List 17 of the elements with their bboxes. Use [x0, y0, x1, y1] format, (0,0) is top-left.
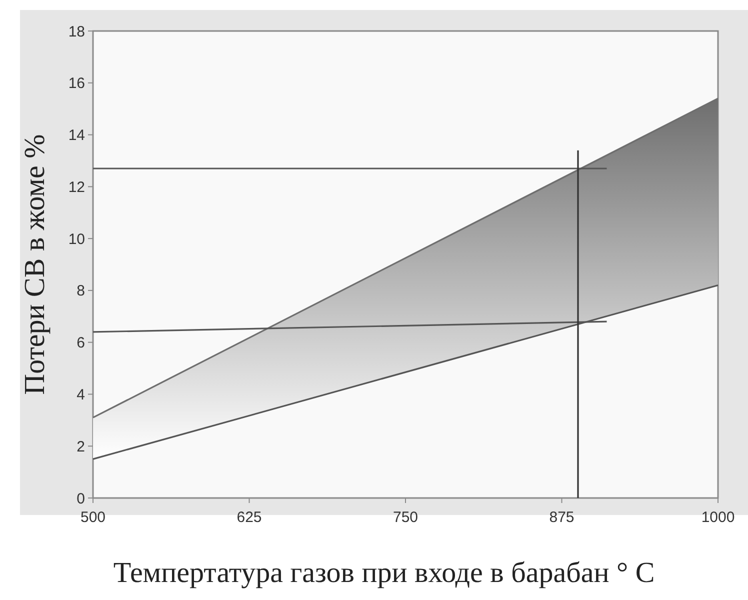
x-axis-title: Темпертатура газов при входе в барабан ° С	[113, 557, 655, 589]
x-tick-label: 750	[392, 509, 418, 526]
y-tick-label: 8	[76, 282, 85, 300]
y-tick-label: 4	[76, 386, 85, 404]
y-tick-label: 6	[76, 334, 85, 352]
y-tick-label: 10	[68, 230, 85, 248]
y-tick-label: 14	[68, 127, 85, 144]
x-tick-label: 500	[80, 509, 106, 526]
y-tick-label: 2	[76, 438, 85, 456]
x-tick-label: 1000	[701, 509, 735, 526]
x-tick-label: 875	[549, 509, 574, 526]
y-tick-label: 16	[68, 75, 85, 92]
y-tick-label: 0	[76, 490, 85, 508]
x-tick-label: 625	[236, 509, 262, 526]
y-axis-title: Потери СВ в жоме %	[19, 134, 51, 395]
y-tick-label: 18	[68, 23, 85, 40]
y-tick-label: 12	[68, 178, 85, 196]
